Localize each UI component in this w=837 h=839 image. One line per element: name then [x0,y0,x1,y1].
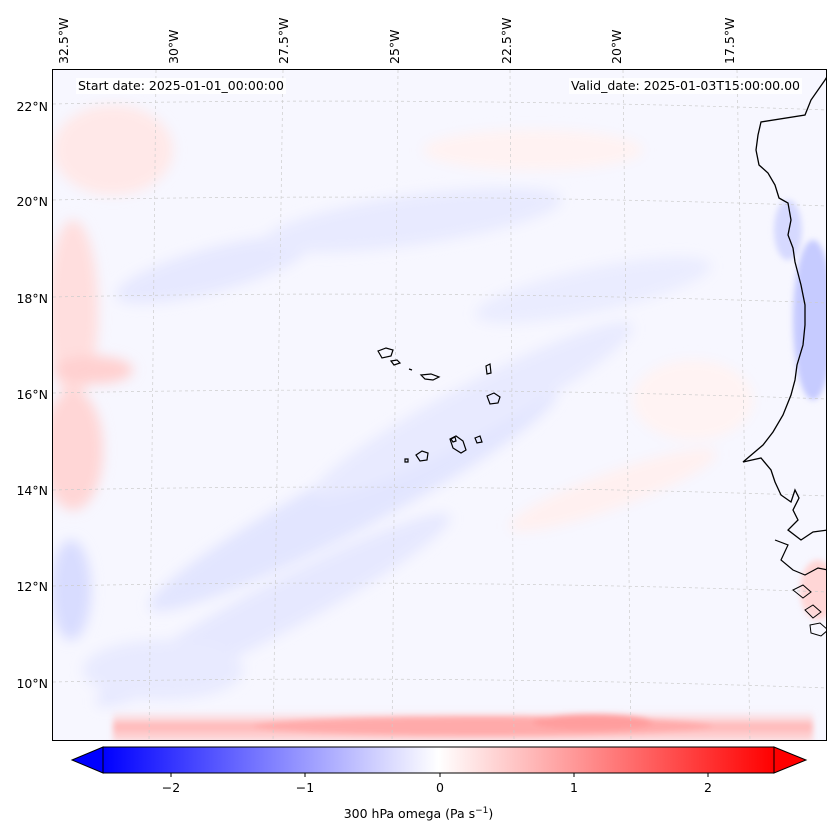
island-sal [485,363,492,375]
colorbar-extend-low [70,746,104,774]
colorbar-ticks [170,773,709,777]
coastal-band [774,200,826,620]
island-sao-vicente [389,359,402,366]
gridlines [53,70,826,740]
island-sao-nicolau [419,373,441,381]
colorbar-label-close: ) [488,806,494,822]
field-blobs [53,105,753,707]
island-santo-antao [377,347,394,359]
island-santiago [449,435,467,454]
colorbar-extend-high [773,746,808,774]
colorbar-label-text: 300 hPa omega (Pa s [343,806,476,822]
map-panel[interactable] [52,69,827,741]
colorbar-gradient [102,746,775,774]
omega-field-map [53,70,826,740]
lat-label-14n: 14°N [16,483,48,498]
lat-label-12n: 12°N [16,579,48,594]
colorbar-tick-1: 1 [570,780,578,795]
valid-date-label: Valid_date: 2025-01-03T15:00:00.00 [568,78,802,94]
start-date-label: Start date: 2025-01-01_00:00:00 [76,78,286,94]
bijagos-islands [792,584,826,637]
island-brava [404,458,409,463]
colorbar-label: 300 hPa omega (Pa s−1) [0,806,837,821]
colorbar-tick-0: 0 [436,780,444,795]
island-santa-luzia [408,368,413,371]
lat-label-16n: 16°N [16,387,48,402]
lat-label-18n: 18°N [16,291,48,306]
cape-verde-islands [377,347,501,463]
lat-label-10n: 10°N [16,676,48,691]
lat-label-22n: 22°N [16,99,48,114]
colorbar-label-exponent: −1 [475,806,489,816]
colorbar-tick-neg2: −2 [161,780,181,795]
island-maio [474,435,483,444]
colorbar-tick-neg1: −1 [295,780,315,795]
african-coastline [742,77,826,541]
lat-label-20n: 20°N [16,194,48,209]
colorbar-tick-2: 2 [704,780,712,795]
southern-positive-band [113,710,813,740]
island-fogo-2 [415,450,429,462]
coastline-guinea-bissau [774,539,826,576]
island-boa-vista [486,392,501,405]
